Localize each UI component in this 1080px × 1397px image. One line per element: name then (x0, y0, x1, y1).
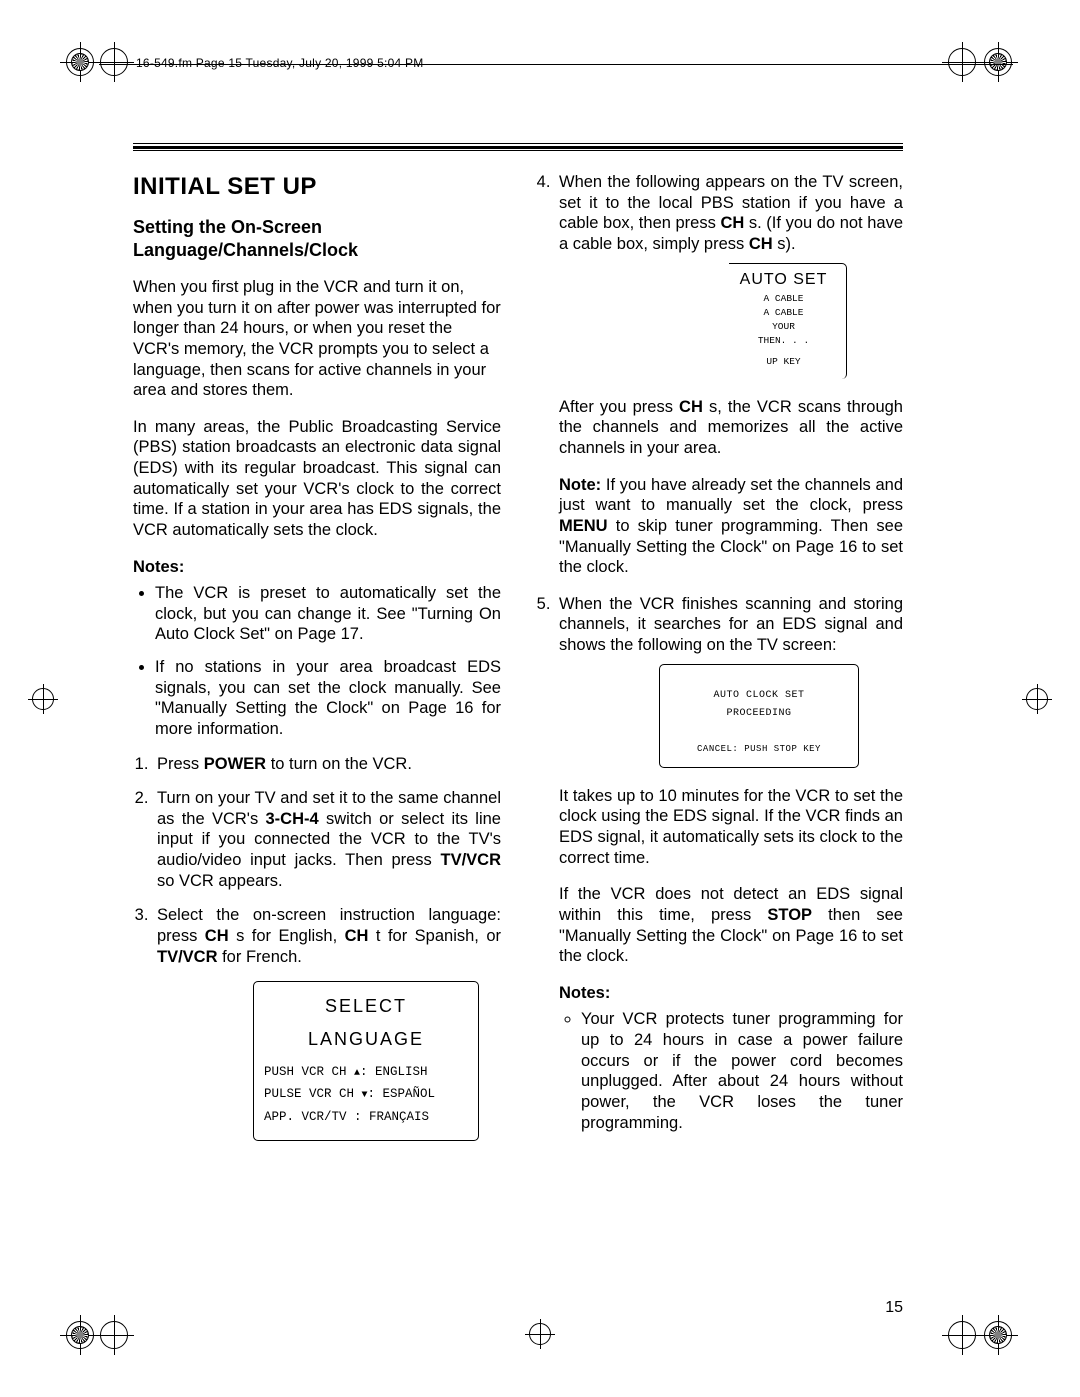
crop-mark-icon (942, 42, 982, 82)
screen-line: A CABLE (729, 306, 838, 320)
list-item: Turn on your TV and set it to the same c… (153, 788, 501, 891)
screen-title: SELECT LANGUAGE (264, 990, 468, 1055)
list-item: Your VCR protects tuner programming for … (581, 1009, 903, 1133)
screen-line: UP KEY (729, 355, 838, 369)
page: 16-549.fm Page 15 Tuesday, July 20, 1999… (0, 0, 1080, 1397)
running-header: 16-549.fm Page 15 Tuesday, July 20, 1999… (136, 56, 423, 70)
screen-line: PULSE VCR CH ▼: ESPAÑOL (264, 1083, 468, 1106)
list-item: Select the on-screen instruction languag… (153, 905, 501, 967)
crop-mark-icon (94, 1315, 134, 1355)
body-text: INITIAL SET UP Setting the On-Screen Lan… (133, 172, 903, 1287)
heading-2: Setting the On-Screen Language/Channels/… (133, 216, 501, 261)
notes-list: Your VCR protects tuner programming for … (581, 1009, 903, 1133)
screen-select-language: SELECT LANGUAGE PUSH VCR CH ▲: ENGLISH P… (253, 981, 479, 1141)
steps-list: When the following appears on the TV scr… (555, 172, 903, 1133)
notes-list: The VCR is preset to automatically set t… (155, 583, 501, 739)
screen-line: THEN. . . (729, 334, 838, 348)
notes-label: Notes: (133, 557, 501, 578)
screen-auto-set: AUTO SET A CABLE A CABLE YOUR THEN. . . … (729, 263, 847, 379)
list-item: If no stations in your area broadcast ED… (155, 657, 501, 740)
crop-mark-icon (942, 1315, 982, 1355)
paragraph: In many areas, the Public Broadcasting S… (133, 417, 501, 541)
screen-line: AUTO CLOCK SET (670, 687, 848, 705)
screen-title: AUTO SET (729, 268, 838, 292)
screen-line: PROCEEDING (670, 705, 848, 723)
crop-mark-icon (525, 1319, 555, 1349)
screen-line: APP. VCR/TV : FRANÇAIS (264, 1106, 468, 1129)
crop-mark-icon (1022, 684, 1052, 714)
crop-mark-icon (978, 42, 1018, 82)
screen-line: YOUR (729, 320, 838, 334)
paragraph: After you press CH s, the VCR scans thro… (559, 397, 903, 459)
heading-1: INITIAL SET UP (133, 172, 501, 202)
list-item: When the VCR finishes scanning and stori… (555, 594, 903, 1133)
paragraph: Note: If you have already set the channe… (559, 475, 903, 578)
steps-list: Press POWER to turn on the VCR. Turn on … (153, 754, 501, 968)
paragraph: It takes up to 10 minutes for the VCR to… (559, 786, 903, 869)
list-item: Press POWER to turn on the VCR. (153, 754, 501, 775)
section-rule (133, 143, 903, 147)
paragraph: If the VCR does not detect an EDS signal… (559, 884, 903, 967)
crop-mark-icon (28, 684, 58, 714)
list-item: The VCR is preset to automatically set t… (155, 583, 501, 645)
screen-auto-clock-set: AUTO CLOCK SET PROCEEDING CANCEL: PUSH S… (659, 664, 859, 768)
crop-mark-icon (94, 42, 134, 82)
paragraph: When you first plug in the VCR and turn … (133, 277, 501, 401)
crop-mark-icon (978, 1315, 1018, 1355)
list-item: When the following appears on the TV scr… (555, 172, 903, 578)
screen-line: A CABLE (729, 292, 838, 306)
notes-label: Notes: (559, 983, 903, 1004)
screen-line: CANCEL: PUSH STOP KEY (670, 741, 848, 757)
screen-line: PUSH VCR CH ▲: ENGLISH (264, 1061, 468, 1084)
page-number: 15 (885, 1299, 903, 1317)
